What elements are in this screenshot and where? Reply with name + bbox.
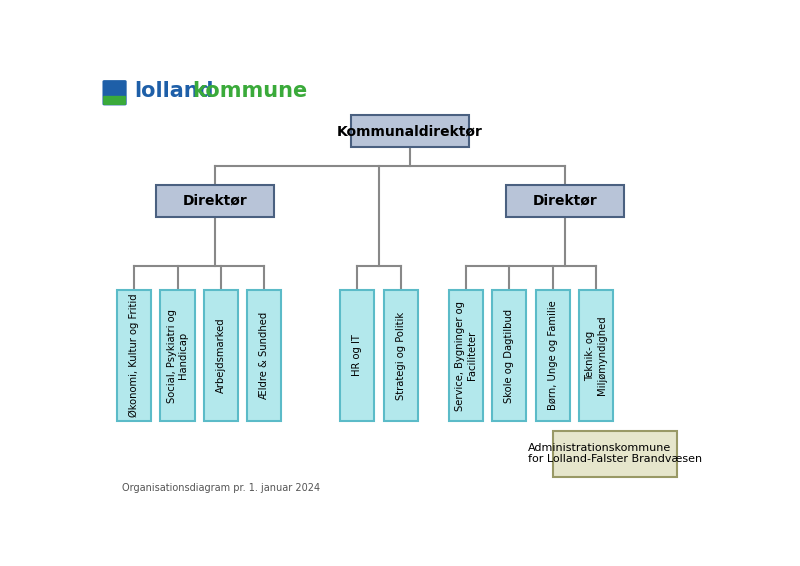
FancyBboxPatch shape — [161, 290, 194, 421]
FancyBboxPatch shape — [351, 115, 469, 148]
Text: Børn, Unge og Familie: Børn, Unge og Familie — [547, 301, 558, 410]
FancyBboxPatch shape — [553, 431, 677, 477]
Text: HR og IT: HR og IT — [352, 335, 362, 376]
Text: lolland: lolland — [134, 81, 214, 101]
FancyBboxPatch shape — [384, 290, 418, 421]
FancyBboxPatch shape — [506, 185, 624, 217]
Text: Arbejdsmarked: Arbejdsmarked — [216, 318, 226, 393]
FancyBboxPatch shape — [117, 290, 151, 421]
Text: Service, Bygninger og
Faciliteter: Service, Bygninger og Faciliteter — [455, 301, 477, 410]
FancyBboxPatch shape — [102, 80, 126, 105]
Text: Direktør: Direktør — [533, 194, 598, 208]
Text: Direktør: Direktør — [182, 194, 247, 208]
FancyBboxPatch shape — [247, 290, 282, 421]
FancyBboxPatch shape — [535, 290, 570, 421]
Text: Skole og Dagtilbud: Skole og Dagtilbud — [504, 308, 514, 402]
Text: Social, Psykiatri og
Handicap: Social, Psykiatri og Handicap — [166, 308, 188, 402]
FancyBboxPatch shape — [204, 290, 238, 421]
FancyBboxPatch shape — [156, 185, 274, 217]
FancyBboxPatch shape — [579, 290, 613, 421]
Text: Organisationsdiagram pr. 1. januar 2024: Organisationsdiagram pr. 1. januar 2024 — [122, 483, 320, 493]
FancyBboxPatch shape — [103, 96, 126, 105]
FancyBboxPatch shape — [492, 290, 526, 421]
Text: Administrationskommune
for Lolland-Falster Brandvæsen: Administrationskommune for Lolland-Falst… — [527, 443, 702, 465]
Text: Kommunaldirektør: Kommunaldirektør — [337, 124, 483, 138]
Text: Strategi og Politik: Strategi og Politik — [396, 311, 406, 400]
Text: Økonomi, Kultur og Fritid: Økonomi, Kultur og Fritid — [129, 294, 139, 417]
FancyBboxPatch shape — [340, 290, 374, 421]
Text: Teknik- og
Miljømyndighed: Teknik- og Miljømyndighed — [586, 316, 606, 396]
Text: Ældre & Sundhed: Ældre & Sundhed — [259, 312, 270, 399]
Text: kommune: kommune — [192, 81, 308, 101]
FancyBboxPatch shape — [449, 290, 483, 421]
